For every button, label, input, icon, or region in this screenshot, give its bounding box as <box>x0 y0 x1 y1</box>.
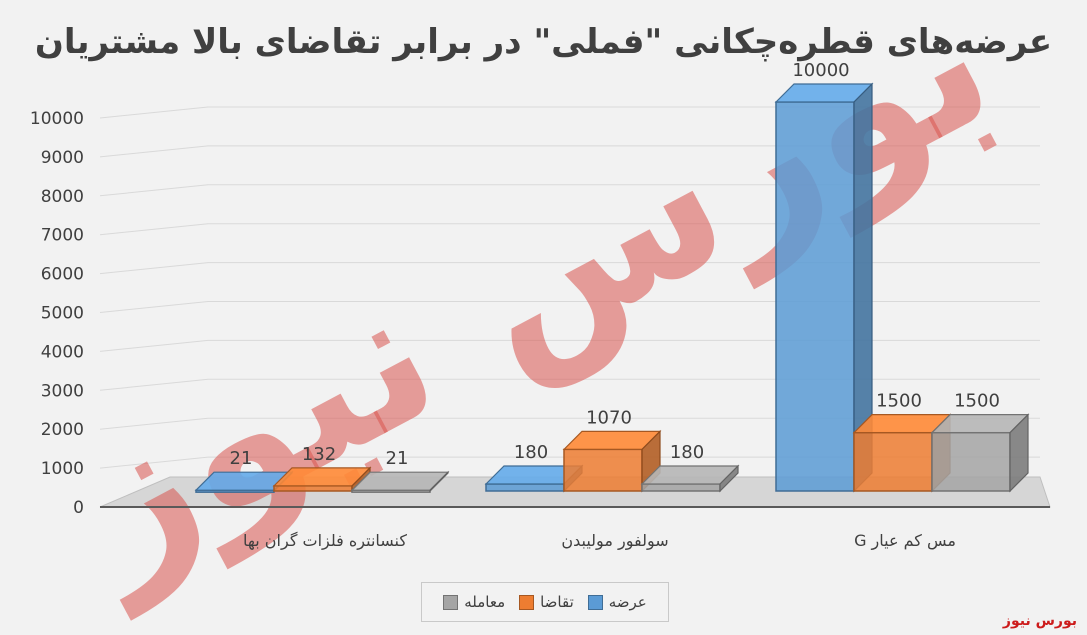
bar <box>640 464 740 493</box>
y-tick-label: 5000 <box>41 304 84 324</box>
legend-label-demand: تقاضا <box>540 593 574 611</box>
x-tick-label: مس کم عیار G <box>854 531 956 551</box>
data-label: 21 <box>386 448 409 469</box>
x-tick-label: کنسانتره فلزات گران بها <box>243 531 407 551</box>
y-tick-label: 0 <box>73 498 84 518</box>
watermark-logo: بورس نیوز <box>26 0 1026 621</box>
gridline <box>99 417 1040 430</box>
data-labels: 21 132 21 180 1070 180 10000 1500 1500 <box>230 60 1000 469</box>
data-label: 180 <box>670 442 704 463</box>
legend-item-supply: عرضه <box>587 593 647 611</box>
x-tick-label: سولفور مولیبدن <box>561 531 668 551</box>
bar-side <box>429 470 449 493</box>
data-label: 1070 <box>586 407 632 428</box>
y-tick-label: 6000 <box>41 265 84 285</box>
bar-front <box>485 483 565 492</box>
legend: عرضه تقاضا معامله <box>421 582 669 622</box>
y-tick-label: 10000 <box>30 109 84 129</box>
bar-front <box>563 448 643 492</box>
bar-front <box>853 431 933 492</box>
legend-swatch-supply <box>587 594 603 610</box>
y-tick-label: 4000 <box>41 342 84 362</box>
y-tick-label: 8000 <box>41 187 84 207</box>
data-label: 132 <box>302 444 336 465</box>
legend-label-trade: معامله <box>464 593 506 611</box>
brand-logo-text: بورس نیوز <box>1002 613 1077 629</box>
y-tick-label: 9000 <box>41 148 84 168</box>
gridline <box>99 223 1040 236</box>
gridline <box>99 456 1040 469</box>
legend-item-demand: تقاضا <box>519 593 574 611</box>
bar-side <box>719 464 739 493</box>
bar-front <box>775 101 855 492</box>
legend-item-trade: معامله <box>443 593 505 611</box>
data-label: 21 <box>230 448 253 469</box>
data-label: 1500 <box>876 391 922 412</box>
legend-label-supply: عرضه <box>608 593 647 611</box>
bar-side <box>1009 413 1029 493</box>
y-tick-label: 1000 <box>41 459 84 479</box>
y-tick-label: 3000 <box>41 381 84 401</box>
gridline <box>99 184 1040 197</box>
chart-title: عرضه‌های قطره‌چکانی "فملی" در برابر تقاض… <box>34 22 1053 62</box>
gridline <box>99 378 1040 391</box>
gridline <box>99 339 1040 352</box>
gridline <box>99 106 1040 119</box>
bar <box>272 466 372 493</box>
y-tick-label: 7000 <box>41 226 84 246</box>
data-label: 1500 <box>954 391 1000 412</box>
legend-swatch-trade <box>443 594 459 610</box>
y-tick-label: 2000 <box>41 420 84 440</box>
data-label: 10000 <box>792 60 849 81</box>
gridlines <box>99 106 1040 469</box>
gridline <box>99 301 1040 313</box>
gridline <box>99 262 1040 275</box>
bar <box>774 82 874 493</box>
bars <box>194 82 1030 493</box>
bar <box>350 470 450 493</box>
legend-swatch-demand <box>519 594 535 610</box>
bar <box>930 413 1030 493</box>
axes: 0 1000 2000 3000 4000 5000 6000 7000 8000 9000 100… <box>30 109 1050 551</box>
gridline <box>99 145 1040 158</box>
bar-front <box>641 483 721 492</box>
bar-front <box>931 431 1011 492</box>
bar-front <box>273 485 353 492</box>
data-label: 180 <box>514 442 548 463</box>
watermark: بورس نیوز <box>26 0 1026 621</box>
